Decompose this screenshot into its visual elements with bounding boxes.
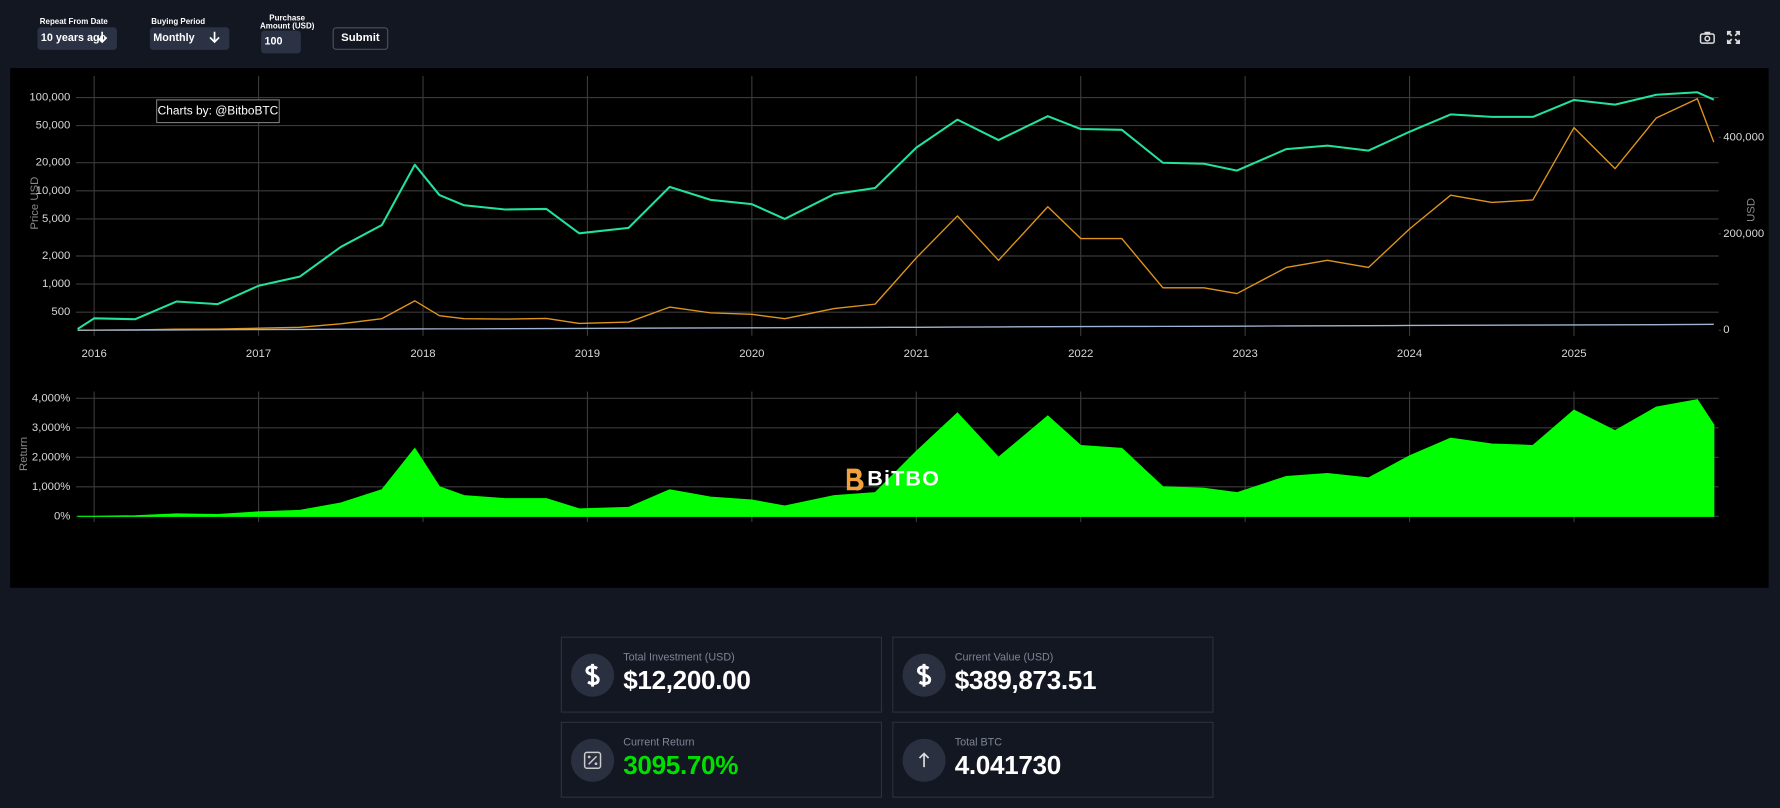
input[interactable]: 100	[261, 30, 301, 54]
x-tick-label: 2024	[1397, 348, 1422, 360]
y-tick-label: 4,000%	[32, 392, 70, 404]
y-tick-label: 1,000%	[32, 481, 70, 493]
stat-card: Total Investment (USD) $12,200.00	[560, 636, 883, 713]
control-label: Buying Period	[151, 18, 206, 27]
line	[77, 91, 1715, 330]
y-tick-label: 3,000%	[32, 422, 70, 434]
x-tick-label: 2025	[1561, 348, 1586, 360]
y-axis-title: Return	[18, 437, 30, 471]
y-tick-label: 0%	[54, 510, 70, 522]
fullscreen-icon[interactable]	[1726, 30, 1741, 45]
stat-label: Total Investment (USD)	[623, 651, 735, 664]
y-tick-label: 50,000	[36, 120, 71, 132]
y-tick-label: 20,000	[36, 157, 71, 169]
y-tick-label: 500	[51, 306, 70, 318]
y2-tick-label: 0	[1723, 324, 1729, 336]
y2-tick-label: 400,000	[1723, 131, 1764, 143]
stat-icon	[902, 653, 946, 697]
y-tick-label: 2,000	[42, 250, 70, 262]
submit-button[interactable]: Submit	[332, 27, 389, 50]
watermark: BiTBO	[867, 466, 940, 491]
watermark-logo	[846, 468, 864, 491]
stat-card: Current Return 3095.70%	[560, 721, 883, 798]
y-tick-label: 1,000	[42, 278, 70, 290]
line	[77, 323, 1714, 331]
stat-value: $389,873.51	[954, 665, 1097, 695]
arrow-icon	[97, 31, 108, 44]
x-tick-label: 2022	[1068, 348, 1093, 360]
stat-value: $12,200.00	[623, 665, 751, 695]
annotation: Charts by: @BitboBTC	[158, 103, 279, 117]
x-tick-label: 2017	[246, 348, 271, 360]
stat-card: Total BTC 4.041730	[892, 721, 1214, 798]
x-tick-label: 2016	[82, 348, 107, 360]
stat-icon	[902, 738, 946, 782]
stat-label: Total BTC	[954, 736, 1003, 749]
y-tick-label: 10,000	[36, 185, 71, 197]
stat-icon	[571, 653, 615, 697]
select-value: 10 years ago	[40, 31, 107, 45]
select-value: Monthly	[153, 31, 195, 45]
stat-icon	[571, 738, 615, 782]
stat-label: Current Return	[623, 736, 695, 749]
stat-value: 4.041730	[954, 750, 1062, 780]
stat-card: Current Value (USD) $389,873.51	[892, 636, 1214, 713]
x-tick-label: 2020	[739, 348, 764, 360]
stat-label: Current Value (USD)	[954, 651, 1054, 664]
control-label: Repeat From Date	[39, 18, 108, 27]
y-tick-label: 2,000%	[32, 451, 70, 463]
x-tick-label: 2023	[1233, 348, 1258, 360]
x-tick-label: 2018	[410, 348, 435, 360]
arrow-icon	[209, 31, 220, 44]
y2-tick-label: 200,000	[1723, 228, 1764, 240]
select[interactable]: 10 years ago	[37, 27, 117, 50]
y2-axis-title: USD	[1746, 198, 1758, 222]
x-tick-label: 2021	[904, 348, 929, 360]
stat-value: 3095.70%	[623, 750, 739, 780]
annotation-box	[156, 99, 280, 124]
y-tick-label: 100,000	[29, 92, 70, 104]
y-tick-label: 5,000	[42, 213, 70, 225]
select[interactable]: Monthly	[149, 27, 230, 50]
area	[77, 399, 1715, 517]
line	[77, 98, 1715, 331]
x-tick-label: 2019	[575, 348, 600, 360]
control-label: Purchase Amount (USD)	[260, 14, 315, 31]
y-axis-title: Price USD	[29, 177, 41, 230]
camera-icon[interactable]	[1699, 31, 1715, 45]
